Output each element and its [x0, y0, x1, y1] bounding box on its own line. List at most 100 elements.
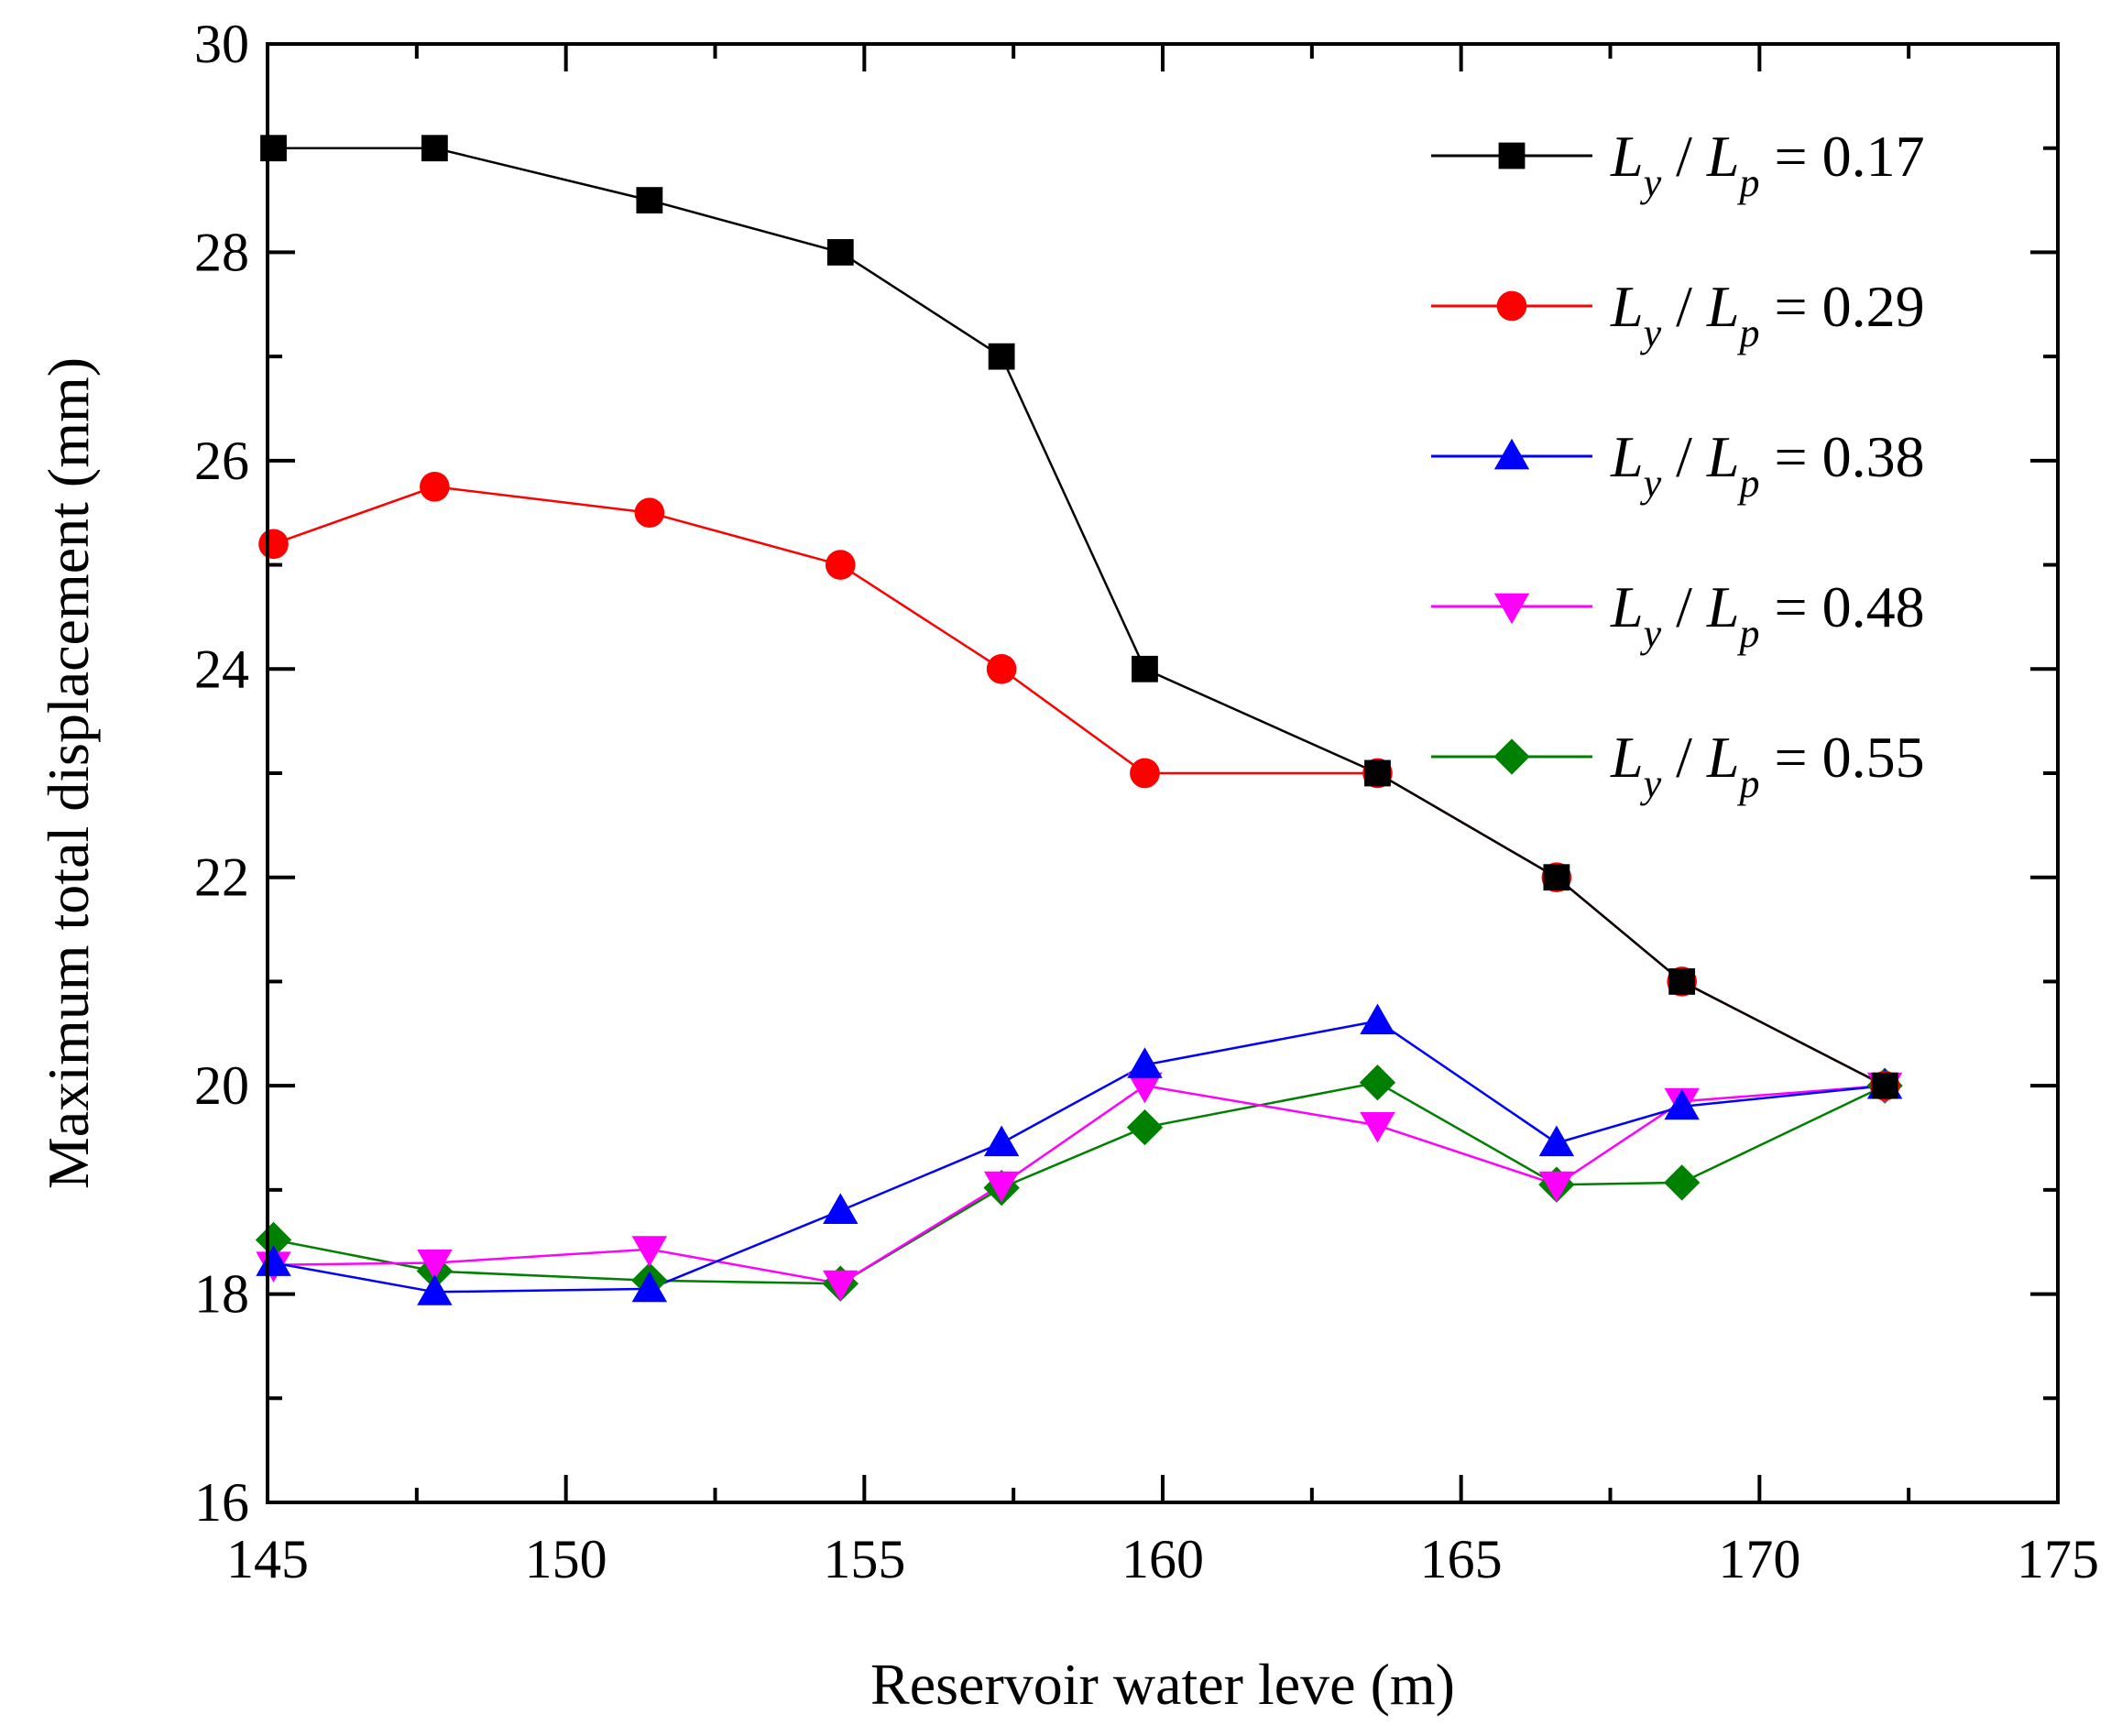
- legend-text-part: L: [1610, 725, 1644, 790]
- data-point: [1360, 1111, 1395, 1143]
- series-line-0.17: [273, 147, 1886, 1087]
- series-markers: [255, 135, 1903, 1305]
- data-point: [826, 239, 854, 266]
- data-point: [988, 343, 1015, 370]
- data-point: [1668, 968, 1696, 995]
- legend-subscript: p: [1737, 611, 1760, 656]
- y-tick-label: 26: [194, 431, 249, 491]
- data-point: [1663, 1164, 1701, 1201]
- legend-subscript: y: [1640, 311, 1662, 355]
- legend-text-part: 0.29: [1822, 274, 1925, 339]
- x-axis-title: Reservoir water leve (m): [870, 1652, 1455, 1717]
- legend-subscript: p: [1737, 311, 1760, 355]
- data-point: [1360, 1003, 1395, 1035]
- data-point: [1126, 1108, 1164, 1146]
- legend-text-part: =: [1760, 274, 1822, 339]
- legend-text-part: /: [1661, 124, 1707, 189]
- legend-text-part: =: [1760, 424, 1822, 489]
- data-point: [420, 471, 450, 502]
- legend-text-part: /: [1661, 574, 1707, 639]
- data-point: [1543, 864, 1570, 891]
- legend-label: Ly / Lp = 0.38: [1610, 424, 1925, 506]
- data-point: [417, 1250, 453, 1281]
- legend-text-part: /: [1661, 725, 1707, 790]
- legend-marker: [1493, 438, 1530, 470]
- series-line-0.55: [273, 1081, 1886, 1285]
- data-point: [1130, 758, 1160, 789]
- legend-text-part: L: [1610, 574, 1644, 639]
- legend-text-part: 0.48: [1822, 574, 1925, 639]
- legend-subscript: y: [1640, 461, 1662, 506]
- x-tick-label: 175: [2017, 1529, 2099, 1589]
- y-tick-label: 18: [194, 1264, 249, 1325]
- tick-labels: 145 150 155 160 165 170 175 16 18 20 22 24 26 28 30: [194, 14, 2099, 1589]
- y-tick-label: 22: [194, 847, 249, 908]
- legend-text-part: 0.55: [1822, 725, 1925, 790]
- legend-label: Ly / Lp = 0.48: [1610, 574, 1925, 656]
- legend-label: Ly / Lp = 0.29: [1610, 274, 1925, 355]
- legend-text-part: L: [1706, 124, 1740, 189]
- legend-label: Ly / Lp = 0.55: [1610, 725, 1925, 806]
- legend-subscript: p: [1737, 461, 1760, 506]
- legend-text-part: 0.17: [1822, 124, 1925, 189]
- data-point: [421, 135, 448, 162]
- data-point: [1359, 1065, 1396, 1101]
- data-point: [636, 187, 663, 213]
- legend-text-part: /: [1661, 274, 1707, 339]
- series-line-0.38: [273, 1020, 1886, 1294]
- data-point: [1871, 1072, 1898, 1099]
- x-tick-label: 170: [1718, 1529, 1800, 1589]
- data-point: [255, 1221, 292, 1259]
- data-point: [983, 1171, 1020, 1203]
- data-point: [260, 135, 287, 162]
- y-tick-label: 28: [194, 222, 249, 282]
- legend-text-part: =: [1760, 124, 1822, 189]
- x-tick-label: 145: [226, 1529, 309, 1589]
- legend-entry-0.48: Ly / Lp = 0.48: [1431, 574, 1925, 656]
- data-point: [256, 1245, 291, 1276]
- legend-marker: [1496, 290, 1527, 322]
- legend-subscript: y: [1640, 761, 1662, 806]
- data-point: [631, 1236, 668, 1267]
- legend-text-part: L: [1706, 725, 1740, 790]
- data-point: [1664, 1088, 1700, 1120]
- x-tick-label: 155: [823, 1529, 905, 1589]
- y-axis-title: Maximum total displacement (mm): [36, 357, 101, 1189]
- data-point: [1364, 759, 1391, 787]
- legend-text-part: L: [1706, 274, 1740, 339]
- legend-text-part: L: [1706, 574, 1740, 639]
- data-point: [1132, 655, 1158, 682]
- legend-entry-0.55: Ly / Lp = 0.55: [1431, 725, 1925, 806]
- y-tick-label: 30: [194, 14, 249, 74]
- x-tick-label: 165: [1420, 1529, 1503, 1589]
- data-point: [1538, 1171, 1575, 1203]
- y-tick-label: 16: [194, 1472, 249, 1533]
- data-point: [825, 550, 856, 580]
- legend-subscript: p: [1737, 761, 1760, 806]
- legend-text-part: /: [1661, 424, 1707, 489]
- series-markers-0.48: [256, 1072, 1903, 1302]
- legend-text-part: =: [1760, 725, 1822, 790]
- legend-entry-0.38: Ly / Lp = 0.38: [1431, 424, 1925, 506]
- data-point: [983, 1125, 1020, 1157]
- x-tick-label: 150: [525, 1529, 607, 1589]
- data-point: [631, 1271, 668, 1303]
- legend-text-part: 0.38: [1822, 424, 1925, 489]
- legend-marker: [1498, 142, 1526, 169]
- y-tick-label: 20: [194, 1055, 249, 1116]
- legend-text-part: L: [1706, 424, 1740, 489]
- legend-text-part: =: [1760, 574, 1822, 639]
- data-point: [1538, 1125, 1575, 1157]
- series-line-0.48: [273, 1084, 1886, 1285]
- legend-text-part: L: [1610, 274, 1644, 339]
- data-point: [634, 497, 665, 529]
- legend-text-part: L: [1610, 424, 1644, 489]
- data-point: [258, 529, 289, 560]
- data-point: [986, 653, 1017, 684]
- legend-subscript: y: [1640, 611, 1662, 656]
- y-tick-label: 24: [194, 639, 249, 699]
- data-point: [823, 1193, 859, 1224]
- legend-marker: [1493, 738, 1530, 775]
